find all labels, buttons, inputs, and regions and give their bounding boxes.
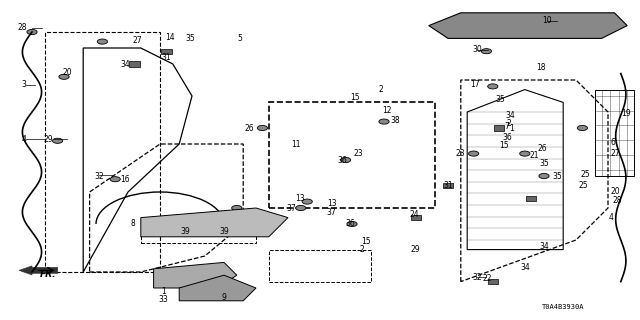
Text: 32: 32 bbox=[94, 172, 104, 180]
Circle shape bbox=[232, 205, 242, 211]
Polygon shape bbox=[141, 208, 288, 237]
Text: 9: 9 bbox=[221, 293, 227, 302]
Circle shape bbox=[347, 221, 357, 227]
Text: 4: 4 bbox=[22, 135, 27, 144]
Text: 26: 26 bbox=[244, 124, 255, 132]
Circle shape bbox=[481, 49, 492, 54]
Text: 17: 17 bbox=[470, 80, 480, 89]
Text: 36: 36 bbox=[337, 156, 348, 164]
Circle shape bbox=[27, 29, 37, 35]
Text: 28: 28 bbox=[18, 23, 27, 32]
Text: 22: 22 bbox=[483, 274, 492, 283]
Polygon shape bbox=[179, 275, 256, 301]
Text: 34: 34 bbox=[539, 242, 549, 251]
Text: 34: 34 bbox=[120, 60, 130, 68]
Text: 31: 31 bbox=[161, 53, 172, 62]
Circle shape bbox=[379, 119, 389, 124]
Circle shape bbox=[340, 157, 351, 163]
Bar bbox=[526, 196, 536, 201]
Circle shape bbox=[257, 125, 268, 131]
Text: 27: 27 bbox=[132, 36, 143, 44]
Text: 37: 37 bbox=[326, 208, 337, 217]
Bar bbox=[129, 61, 140, 67]
Text: 20: 20 bbox=[62, 68, 72, 77]
Text: 15: 15 bbox=[361, 237, 371, 246]
Text: 13: 13 bbox=[326, 199, 337, 208]
Circle shape bbox=[59, 74, 69, 79]
Text: 35: 35 bbox=[539, 159, 549, 168]
Text: 3: 3 bbox=[22, 80, 27, 89]
Circle shape bbox=[232, 212, 242, 217]
Text: 10: 10 bbox=[542, 16, 552, 25]
Text: 5: 5 bbox=[237, 34, 243, 43]
Text: 15: 15 bbox=[499, 141, 509, 150]
Text: 38: 38 bbox=[390, 116, 400, 124]
Text: 35: 35 bbox=[186, 34, 196, 43]
FancyArrow shape bbox=[19, 266, 58, 275]
Text: 16: 16 bbox=[120, 175, 130, 184]
Text: 13: 13 bbox=[294, 194, 305, 203]
Text: 34: 34 bbox=[506, 111, 516, 120]
Text: 6: 6 bbox=[611, 138, 616, 147]
Circle shape bbox=[302, 199, 312, 204]
Text: 35: 35 bbox=[495, 95, 506, 104]
Text: 23: 23 bbox=[456, 149, 466, 158]
Bar bbox=[443, 183, 453, 188]
Text: 15: 15 bbox=[350, 93, 360, 102]
Text: 24: 24 bbox=[410, 210, 420, 219]
Circle shape bbox=[52, 138, 63, 143]
Text: 30: 30 bbox=[472, 45, 482, 54]
Text: 25: 25 bbox=[580, 170, 590, 179]
Text: 37: 37 bbox=[286, 204, 296, 213]
Polygon shape bbox=[154, 262, 237, 288]
Text: 12: 12 bbox=[383, 106, 392, 115]
Text: 8: 8 bbox=[131, 220, 136, 228]
Text: 29: 29 bbox=[43, 135, 53, 144]
Circle shape bbox=[539, 173, 549, 179]
Text: 32: 32 bbox=[472, 273, 482, 282]
Bar bbox=[494, 125, 504, 131]
Text: T0A4B3930A: T0A4B3930A bbox=[542, 304, 584, 310]
Bar bbox=[411, 215, 421, 220]
Circle shape bbox=[296, 205, 306, 211]
Text: 2: 2 bbox=[359, 245, 364, 254]
Polygon shape bbox=[429, 13, 627, 38]
Text: 11: 11 bbox=[291, 140, 300, 148]
Text: 1: 1 bbox=[509, 124, 515, 132]
Circle shape bbox=[488, 84, 498, 89]
Text: 36: 36 bbox=[346, 220, 356, 228]
Circle shape bbox=[468, 151, 479, 156]
Text: 28: 28 bbox=[613, 196, 622, 204]
Text: 36: 36 bbox=[502, 133, 513, 142]
Text: 23: 23 bbox=[353, 149, 364, 158]
Text: FR.: FR. bbox=[40, 270, 56, 279]
Text: 34: 34 bbox=[520, 263, 530, 272]
Text: 18: 18 bbox=[536, 63, 545, 72]
Text: 39: 39 bbox=[180, 228, 191, 236]
Text: 33: 33 bbox=[158, 295, 168, 304]
Bar bbox=[488, 279, 498, 284]
Text: 26: 26 bbox=[538, 144, 548, 153]
Text: 7: 7 bbox=[504, 122, 509, 131]
Text: 27: 27 bbox=[611, 149, 621, 158]
Text: 1: 1 bbox=[161, 287, 166, 296]
Bar bbox=[161, 49, 172, 54]
Circle shape bbox=[110, 177, 120, 182]
Text: 4: 4 bbox=[609, 213, 614, 222]
Text: 2: 2 bbox=[378, 85, 383, 94]
Circle shape bbox=[520, 151, 530, 156]
Text: 20: 20 bbox=[611, 188, 621, 196]
Text: 25: 25 bbox=[579, 181, 589, 190]
Circle shape bbox=[577, 125, 588, 131]
Text: 19: 19 bbox=[621, 109, 631, 118]
Text: 29: 29 bbox=[410, 245, 420, 254]
Text: 35: 35 bbox=[552, 172, 562, 180]
Text: 39: 39 bbox=[219, 228, 229, 236]
Text: 2: 2 bbox=[506, 119, 511, 128]
Text: 21: 21 bbox=[529, 151, 538, 160]
Circle shape bbox=[97, 39, 108, 44]
Text: 14: 14 bbox=[164, 33, 175, 42]
Text: 31: 31 bbox=[443, 181, 453, 190]
